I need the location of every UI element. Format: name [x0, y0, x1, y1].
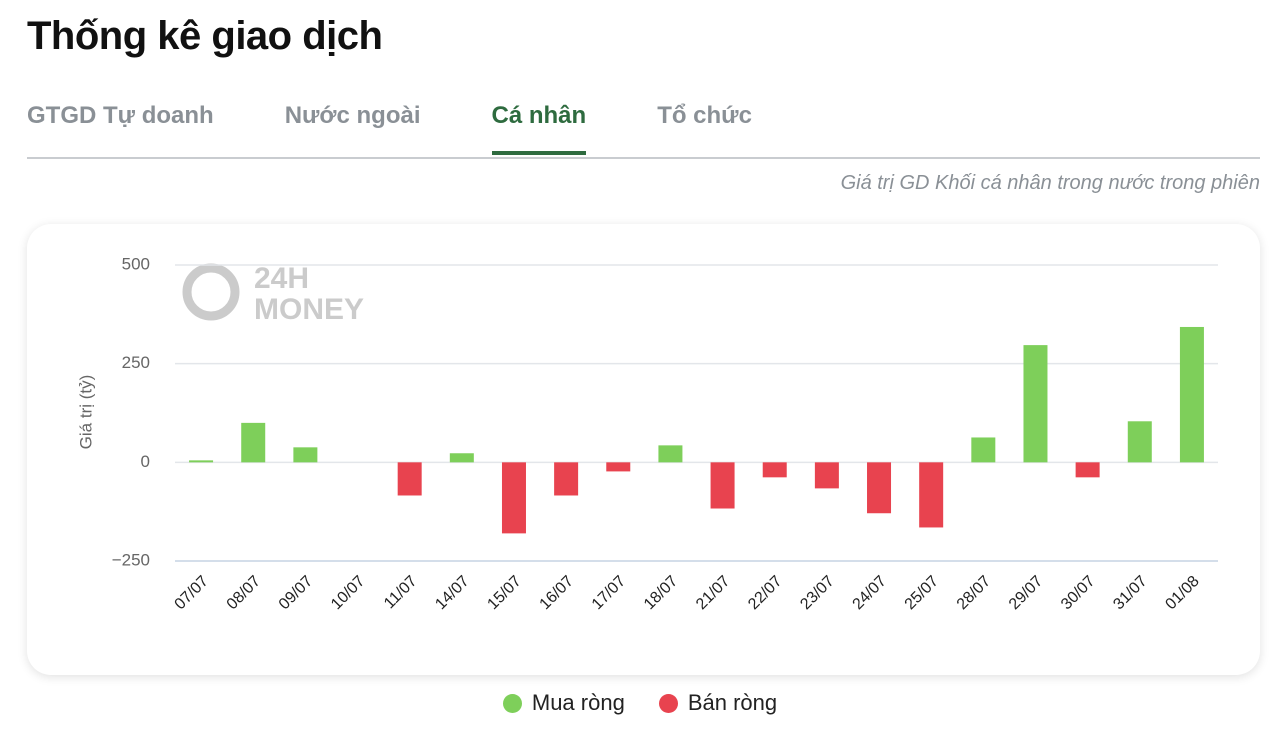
x-tick-label: 30/07: [1058, 573, 1098, 613]
y-tick-label: −250: [112, 550, 150, 569]
x-tick-label: 18/07: [641, 573, 681, 613]
page-title: Thống kê giao dịch: [27, 14, 383, 58]
x-tick-label: 23/07: [797, 573, 837, 613]
tab[interactable]: GTGD Tự doanh: [27, 102, 214, 129]
y-tick-label: 500: [122, 254, 150, 273]
x-tick-label: 29/07: [1006, 573, 1046, 613]
bar: [919, 462, 944, 528]
bar: [293, 447, 318, 463]
x-tick-label: 11/07: [381, 573, 421, 613]
legend-item[interactable]: Bán ròng: [658, 690, 778, 716]
x-tick-label: 07/07: [172, 573, 212, 613]
x-tick-label: 15/07: [484, 573, 524, 613]
tab[interactable]: Nước ngoài: [284, 102, 421, 129]
x-tick-label: 31/07: [1110, 573, 1150, 613]
chart: Giá trị (tỷ) 24H MONEY −250 0 250 500 07/07 0…: [76, 254, 1218, 613]
bar: [241, 422, 266, 463]
bar: [1023, 345, 1048, 463]
x-tick-label: 28/07: [954, 573, 994, 613]
legend: Mua ròng Bán ròng: [0, 690, 1280, 716]
bar: [1075, 462, 1100, 478]
legend-label: Mua ròng: [531, 690, 625, 715]
watermark: 24H MONEY: [182, 262, 364, 326]
watermark-text: 24H: [254, 262, 309, 295]
x-tick-label: 22/07: [745, 573, 785, 613]
x-tick-label: 10/07: [328, 573, 368, 613]
bar: [710, 462, 735, 509]
x-tick-label: 09/07: [276, 573, 316, 613]
bar: [1179, 326, 1204, 463]
bar: [971, 437, 996, 463]
x-tick-label: 16/07: [537, 573, 577, 613]
bar: [189, 460, 214, 463]
x-tick-label: 24/07: [850, 573, 890, 613]
legend-swatch: [502, 693, 522, 713]
bar: [606, 462, 631, 472]
legend-item[interactable]: Mua ròng: [502, 690, 625, 716]
legend-swatch: [658, 693, 678, 713]
x-tick-label: 17/07: [589, 573, 629, 613]
y-axis-label: Giá trị (tỷ): [76, 375, 95, 450]
x-tick-label: 25/07: [902, 573, 942, 613]
y-tick-label: 0: [141, 452, 150, 471]
watermark-logo: [182, 263, 240, 321]
tab[interactable]: Tổ chức: [657, 102, 752, 129]
tab-bar: GTGD Tự doanh Nước ngoài Cá nhân Tổ chức: [27, 96, 1260, 159]
x-tick-label: 21/07: [693, 573, 733, 613]
bar: [867, 462, 892, 514]
chart-card: Giá trị (tỷ) 24H MONEY −250 0 250 500 07/07 0…: [27, 224, 1260, 675]
bar: [1127, 421, 1152, 463]
bar: [814, 462, 839, 489]
tab[interactable]: Cá nhân: [491, 96, 587, 155]
bar: [449, 453, 474, 463]
bar: [397, 462, 422, 496]
bar: [554, 462, 579, 496]
x-tick-label: 08/07: [224, 573, 264, 613]
bar: [762, 462, 787, 478]
x-tick-label: 01/08: [1162, 573, 1202, 613]
legend-label: Bán ròng: [687, 690, 778, 715]
bar: [501, 462, 526, 534]
x-tick-label: 14/07: [432, 573, 472, 613]
watermark-text: MONEY: [254, 293, 364, 326]
y-tick-label: 250: [122, 353, 150, 372]
chart-subtitle: Giá trị GD Khối cá nhân trong nước trong…: [840, 172, 1260, 194]
bar: [658, 445, 683, 463]
